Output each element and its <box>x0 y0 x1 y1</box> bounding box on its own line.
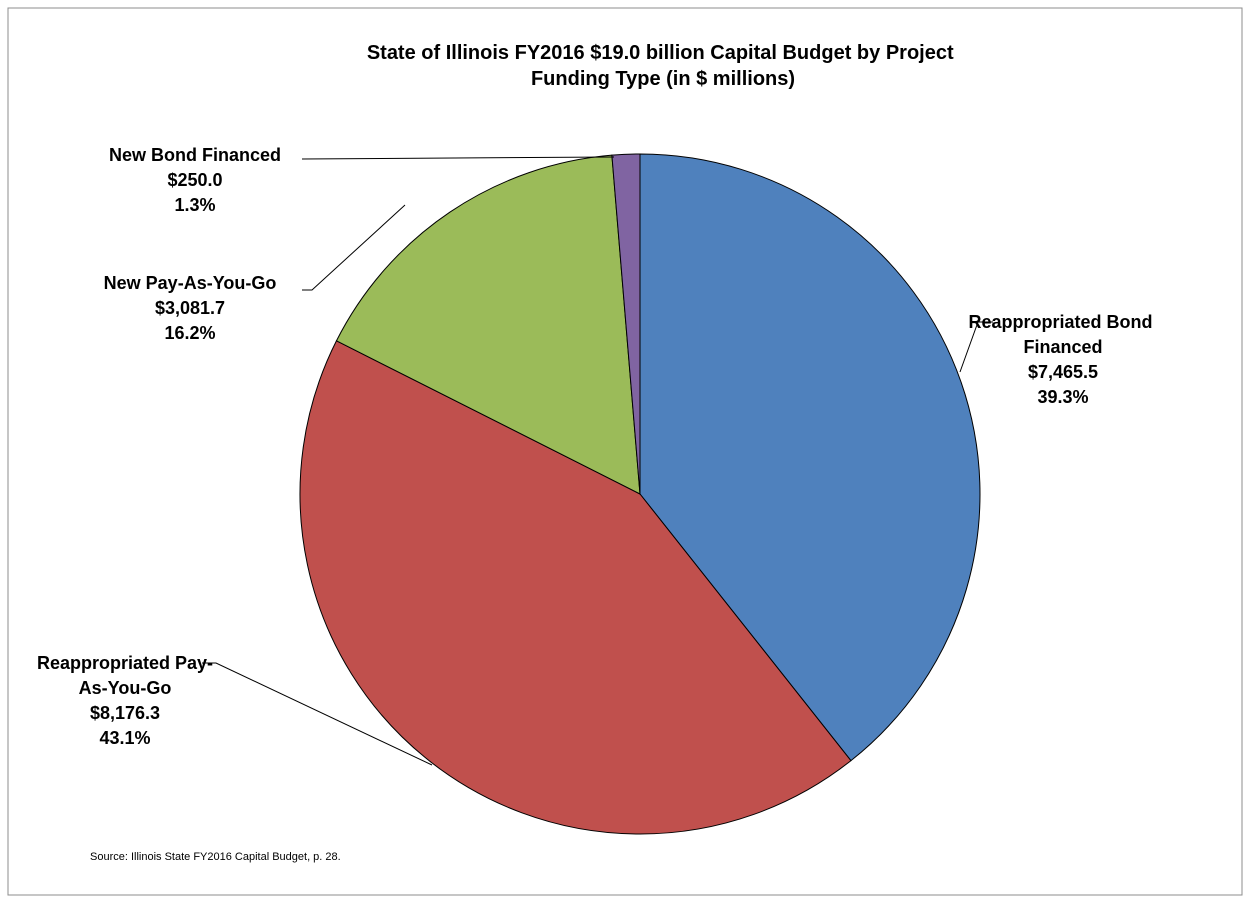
slice-label: Reappropriated Bond Financed <box>968 312 1157 357</box>
pie-slice <box>639 153 981 762</box>
value-label: $250.0 <box>167 170 222 190</box>
leader-line <box>959 321 993 373</box>
value-label: $8,176.3 <box>90 703 160 723</box>
slice-label: New Pay-As-You-Go <box>104 273 277 293</box>
percent-label: 16.2% <box>164 323 215 343</box>
percent-label: 43.1% <box>99 728 150 748</box>
leader-line <box>202 662 433 766</box>
slice-label: Reappropriated Pay-As-You-Go <box>37 653 213 698</box>
value-label: $7,465.5 <box>1028 362 1098 382</box>
pie-slice <box>335 154 641 495</box>
value-label: $3,081.7 <box>155 298 225 318</box>
percent-label: 39.3% <box>1037 387 1088 407</box>
leader-line <box>301 156 615 160</box>
leader-line <box>302 204 406 291</box>
pie-slice <box>299 340 852 835</box>
percent-label: 1.3% <box>174 195 215 215</box>
pie-slice <box>611 153 641 495</box>
source-note: Source: Illinois State FY2016 Capital Bu… <box>90 851 341 863</box>
slice-label: New Bond Financed <box>109 145 281 165</box>
chart-title: State of Illinois FY2016 $19.0 billion C… <box>367 42 959 90</box>
